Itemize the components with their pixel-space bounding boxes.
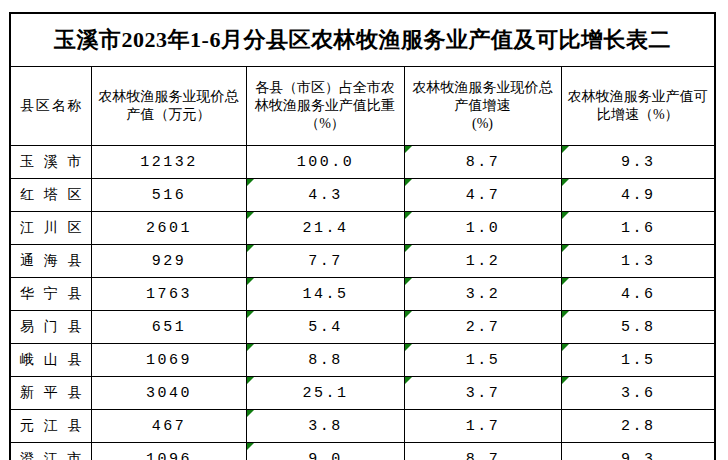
col-header-region-name: 县区名称 bbox=[10, 67, 91, 146]
table-row: 元江县4673.81.72.8 bbox=[10, 410, 715, 443]
value-cell: 8.7 bbox=[404, 146, 561, 179]
error-indicator-icon bbox=[247, 344, 254, 351]
table-row: 玉溪市12132100.08.79.3 bbox=[10, 146, 715, 179]
error-indicator-icon bbox=[247, 443, 254, 450]
table-body: 玉溪市12132100.08.79.3红塔区5164.34.74.9江川区260… bbox=[10, 146, 715, 460]
col-header-comparable-growth: 农林牧渔服务业产值可 比增速（%） bbox=[561, 67, 715, 146]
error-indicator-icon bbox=[562, 344, 569, 351]
error-indicator-icon bbox=[562, 179, 569, 186]
value-cell: 3.7 bbox=[404, 377, 561, 410]
error-indicator-icon bbox=[562, 377, 569, 384]
value-cell: 651 bbox=[91, 311, 246, 344]
error-indicator-icon bbox=[247, 377, 254, 384]
value-cell: 14.5 bbox=[246, 278, 404, 311]
value-cell: 929 bbox=[91, 245, 246, 278]
error-indicator-icon bbox=[405, 179, 412, 186]
value-cell: 8.7 bbox=[404, 443, 561, 460]
value-cell: 4.3 bbox=[246, 179, 404, 212]
value-cell: 467 bbox=[91, 410, 246, 443]
col-header-share-of-city: 各县（市区）占全市农 林牧渔服务业产值比重 （%） bbox=[246, 67, 404, 146]
error-indicator-icon bbox=[247, 410, 254, 417]
value-cell: 1.5 bbox=[404, 344, 561, 377]
value-cell: 1096 bbox=[91, 443, 246, 460]
value-cell: 2.7 bbox=[404, 311, 561, 344]
value-cell: 100.0 bbox=[246, 146, 404, 179]
error-indicator-icon bbox=[405, 377, 412, 384]
value-cell: 2601 bbox=[91, 212, 246, 245]
region-name-cell: 玉溪市 bbox=[10, 146, 91, 179]
error-indicator-icon bbox=[247, 212, 254, 219]
header-row: 县区名称 农林牧渔服务业现价总 产值（万元） 各县（市区）占全市农 林牧渔服务业… bbox=[10, 67, 715, 146]
value-cell: 1.3 bbox=[561, 245, 715, 278]
value-cell: 9.3 bbox=[561, 443, 715, 460]
value-cell: 4.6 bbox=[561, 278, 715, 311]
table-title: 玉溪市2023年1-6月分县区农林牧渔服务业产值及可比增长表二 bbox=[10, 13, 715, 67]
value-cell: 2.8 bbox=[561, 410, 715, 443]
error-indicator-icon bbox=[405, 344, 412, 351]
col-header-current-price-growth: 农林牧渔服务业现价总 产值增速 (%) bbox=[404, 67, 561, 146]
error-indicator-icon bbox=[247, 245, 254, 252]
title-row: 玉溪市2023年1-6月分县区农林牧渔服务业产值及可比增长表二 bbox=[10, 13, 715, 67]
region-name-cell: 新平县 bbox=[10, 377, 91, 410]
region-name-cell: 元江县 bbox=[10, 410, 91, 443]
region-name-cell: 红塔区 bbox=[10, 179, 91, 212]
error-indicator-icon bbox=[405, 212, 412, 219]
error-indicator-icon bbox=[562, 212, 569, 219]
error-indicator-icon bbox=[405, 311, 412, 318]
table-row: 新平县304025.13.73.6 bbox=[10, 377, 715, 410]
value-cell: 5.4 bbox=[246, 311, 404, 344]
value-cell: 4.7 bbox=[404, 179, 561, 212]
value-cell: 3.2 bbox=[404, 278, 561, 311]
region-name-cell: 峨山县 bbox=[10, 344, 91, 377]
region-name-cell: 江川区 bbox=[10, 212, 91, 245]
value-cell: 4.9 bbox=[561, 179, 715, 212]
table-row: 易门县6515.42.75.8 bbox=[10, 311, 715, 344]
value-cell: 5.8 bbox=[561, 311, 715, 344]
col-header-output-value: 农林牧渔服务业现价总 产值（万元） bbox=[91, 67, 246, 146]
value-cell: 8.8 bbox=[246, 344, 404, 377]
region-name-cell: 澄江市 bbox=[10, 443, 91, 460]
value-cell: 1.5 bbox=[561, 344, 715, 377]
table-row: 华宁县176314.53.24.6 bbox=[10, 278, 715, 311]
value-cell: 1.0 bbox=[404, 212, 561, 245]
error-indicator-icon bbox=[562, 146, 569, 153]
value-cell: 3.6 bbox=[561, 377, 715, 410]
table-row: 通海县9297.71.21.3 bbox=[10, 245, 715, 278]
error-indicator-icon bbox=[247, 179, 254, 186]
error-indicator-icon bbox=[405, 245, 412, 252]
error-indicator-icon bbox=[405, 146, 412, 153]
table-row: 江川区260121.41.01.6 bbox=[10, 212, 715, 245]
error-indicator-icon bbox=[562, 311, 569, 318]
region-name-cell: 通海县 bbox=[10, 245, 91, 278]
region-name-cell: 易门县 bbox=[10, 311, 91, 344]
table-row: 红塔区5164.34.74.9 bbox=[10, 179, 715, 212]
error-indicator-icon bbox=[405, 278, 412, 285]
document-page: 玉溪市2023年1-6月分县区农林牧渔服务业产值及可比增长表二 县区名称 农林牧… bbox=[0, 0, 728, 460]
value-cell: 1763 bbox=[91, 278, 246, 311]
table-row: 澄江市10969.08.79.3 bbox=[10, 443, 715, 460]
table-row: 峨山县10698.81.51.5 bbox=[10, 344, 715, 377]
value-cell: 21.4 bbox=[246, 212, 404, 245]
error-indicator-icon bbox=[562, 278, 569, 285]
value-cell: 12132 bbox=[91, 146, 246, 179]
error-indicator-icon bbox=[247, 278, 254, 285]
value-cell: 9.3 bbox=[561, 146, 715, 179]
stats-table: 玉溪市2023年1-6月分县区农林牧渔服务业产值及可比增长表二 县区名称 农林牧… bbox=[9, 12, 716, 460]
error-indicator-icon bbox=[247, 311, 254, 318]
value-cell: 1.2 bbox=[404, 245, 561, 278]
value-cell: 516 bbox=[91, 179, 246, 212]
value-cell: 1069 bbox=[91, 344, 246, 377]
region-name-cell: 华宁县 bbox=[10, 278, 91, 311]
value-cell: 9.0 bbox=[246, 443, 404, 460]
value-cell: 7.7 bbox=[246, 245, 404, 278]
value-cell: 3040 bbox=[91, 377, 246, 410]
value-cell: 3.8 bbox=[246, 410, 404, 443]
value-cell: 1.7 bbox=[404, 410, 561, 443]
error-indicator-icon bbox=[562, 245, 569, 252]
value-cell: 1.6 bbox=[561, 212, 715, 245]
value-cell: 25.1 bbox=[246, 377, 404, 410]
